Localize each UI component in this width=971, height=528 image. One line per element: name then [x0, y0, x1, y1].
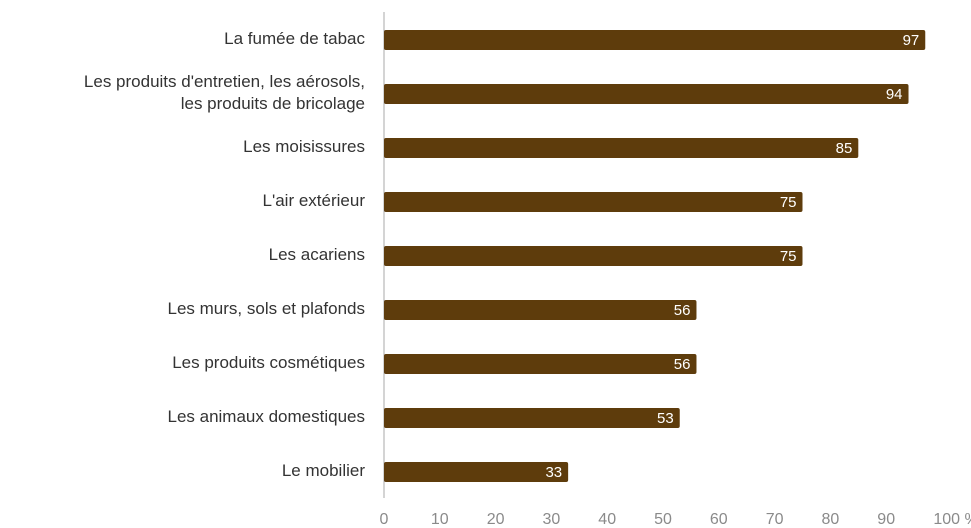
category-label: La fumée de tabac	[224, 29, 365, 48]
bar	[384, 246, 803, 266]
value-label: 97	[903, 32, 920, 49]
x-tick-label: 10	[431, 511, 449, 528]
x-tick-label: 20	[487, 511, 505, 528]
bar	[384, 192, 803, 212]
value-label: 56	[674, 356, 691, 373]
bar	[384, 84, 909, 104]
value-label: 75	[780, 248, 797, 265]
value-label: 53	[657, 410, 674, 427]
x-tick-label: 0	[380, 511, 389, 528]
x-tick-label: 30	[543, 511, 561, 528]
bar	[384, 300, 697, 320]
value-label: 56	[674, 302, 691, 319]
bar	[384, 30, 926, 50]
category-label: L'air extérieur	[263, 191, 366, 210]
category-label: Les murs, sols et plafonds	[168, 299, 365, 318]
category-label: Les animaux domestiques	[167, 407, 365, 426]
category-label: Les moisissures	[243, 137, 365, 156]
x-tick-label: 80	[822, 511, 840, 528]
category-label: Le mobilier	[282, 461, 365, 480]
value-label: 75	[780, 194, 797, 211]
x-tick-label: 60	[710, 511, 728, 528]
category-label: Les produits d'entretien, les aérosols, l…	[84, 72, 365, 113]
value-label: 33	[545, 464, 562, 481]
value-label: 94	[886, 86, 903, 103]
x-tick-label: 100 %	[933, 511, 971, 528]
value-label: 85	[836, 140, 853, 157]
x-tick-label: 50	[654, 511, 672, 528]
bar	[384, 462, 569, 482]
x-tick-label: 70	[766, 511, 784, 528]
bar	[384, 354, 697, 374]
x-tick-label: 90	[877, 511, 895, 528]
x-tick-label: 40	[598, 511, 616, 528]
bar	[384, 138, 859, 158]
bar	[384, 408, 680, 428]
category-label: Les acariens	[269, 245, 365, 264]
category-label: Les produits cosmétiques	[172, 353, 365, 372]
